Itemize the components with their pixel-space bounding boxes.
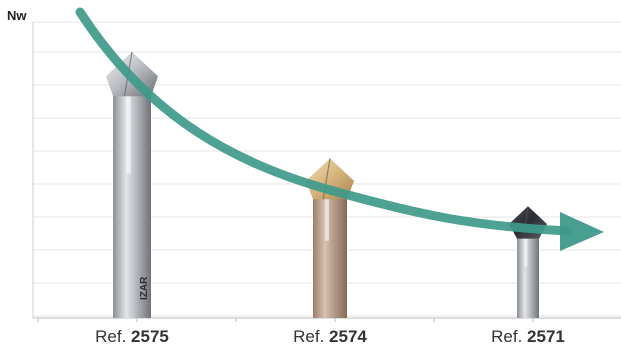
y-axis-label: Nw (7, 8, 27, 23)
shank-brand-text: IZAR (139, 276, 150, 300)
bar-shank-flat (524, 238, 528, 267)
bar-shank (313, 186, 347, 318)
x-tick-label-2574: Ref. 2574 (293, 327, 367, 346)
x-tick-label-2571: Ref. 2571 (491, 327, 565, 346)
trend-arrow-shaft (75, 7, 573, 236)
trend-arrow-head (560, 212, 604, 251)
bar-shank-flat (324, 199, 329, 241)
x-tick-label-2575: Ref. 2575 (95, 327, 169, 346)
bar-head-flute (523, 206, 529, 239)
trend-arrow (75, 7, 604, 251)
bar-shank (517, 228, 539, 318)
bar-shank (113, 82, 151, 318)
bar-shank-flat (126, 96, 131, 174)
